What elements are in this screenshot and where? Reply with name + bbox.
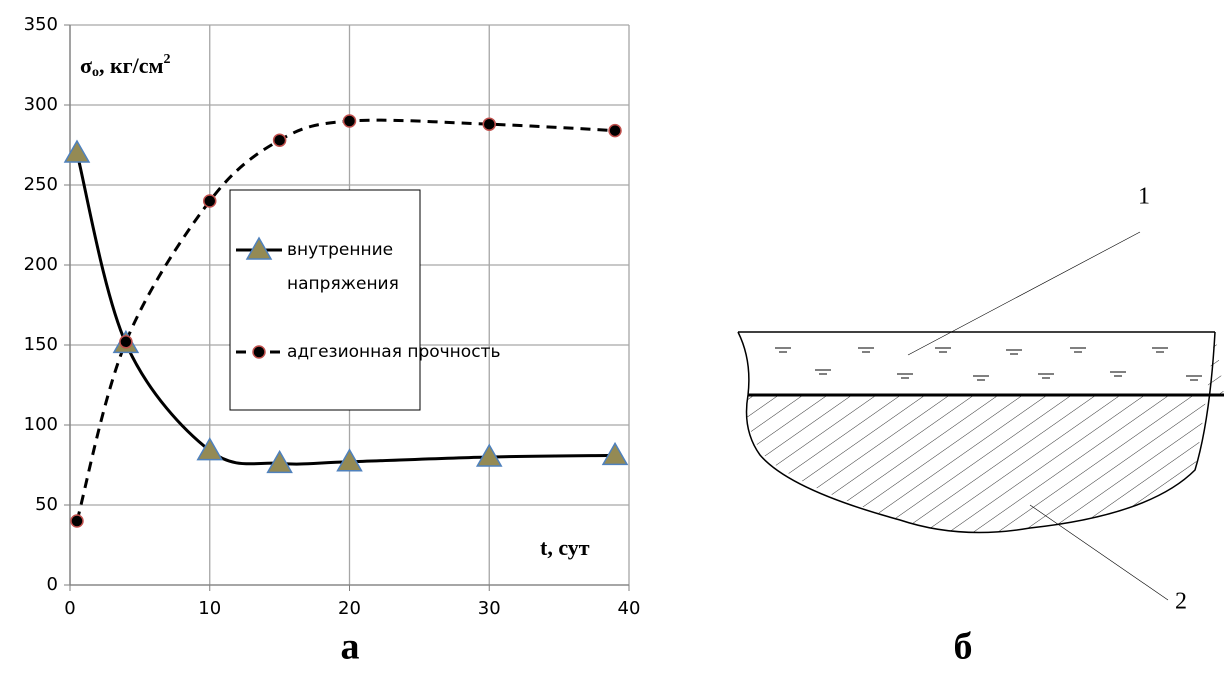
y-axis-label-part: , кг/см: [99, 53, 164, 78]
legend: внутренние напряжения адгезионная прочнос…: [229, 189, 501, 411]
panel-label: а: [341, 626, 360, 668]
x-tick-label: 40: [618, 598, 641, 619]
diagram-label: 1: [1138, 184, 1150, 210]
marker: [63, 139, 91, 163]
marker: [342, 114, 357, 128]
marker: [475, 443, 503, 467]
marker: [70, 514, 84, 528]
marker: [119, 335, 133, 349]
y-tick-label: 250: [24, 174, 58, 195]
marker: [196, 437, 224, 461]
diagram: 1 2 б: [737, 184, 1224, 668]
leader-line: [1029, 504, 1169, 601]
legend-entry: адгезионная прочность: [287, 342, 501, 362]
x-tick-label: 30: [478, 598, 501, 619]
marker: [203, 194, 217, 208]
y-tick-label: 300: [24, 94, 58, 115]
legend-box: [229, 189, 421, 411]
y-tick-label: 350: [24, 14, 58, 35]
marker: [601, 441, 629, 466]
liquid-marks: [775, 347, 1202, 381]
y-tick-label: 100: [24, 414, 58, 435]
hatched-substrate: [746, 332, 1224, 533]
marker: [245, 236, 273, 260]
x-tick-label: 0: [64, 598, 75, 619]
leader-line: [907, 231, 1141, 356]
marker: [336, 448, 363, 472]
y-axis-label: σо, кг/см2: [80, 52, 171, 80]
y-axis-label-part: о: [92, 65, 99, 80]
y-tick-label: 0: [47, 574, 58, 595]
legend-entry: внутренние напряжения: [287, 240, 399, 294]
chart: 0 50 100 150 200 250 300 350 0 10 20 30 40 t, сут σо, …: [24, 14, 641, 619]
y-tick-label: 50: [35, 494, 58, 515]
y-axis-label-part: σ: [80, 53, 92, 78]
marker: [272, 133, 287, 147]
diagram-label: 2: [1175, 589, 1187, 615]
y-axis-label-part: 2: [164, 52, 171, 67]
outline: [737, 331, 1216, 534]
x-axis-label: t, сут: [540, 535, 590, 560]
legend-label: внутренние напряжения: [287, 240, 399, 294]
legend-label: адгезионная прочность: [287, 342, 501, 362]
marker: [608, 123, 622, 138]
x-tick-label: 20: [338, 598, 361, 619]
marker: [252, 345, 266, 359]
x-tick-label: 10: [198, 598, 221, 619]
y-tick-label: 200: [24, 254, 58, 275]
panel-label: б: [954, 626, 973, 668]
marker: [482, 117, 496, 131]
marker: [266, 449, 293, 474]
y-tick-label: 150: [24, 334, 58, 355]
